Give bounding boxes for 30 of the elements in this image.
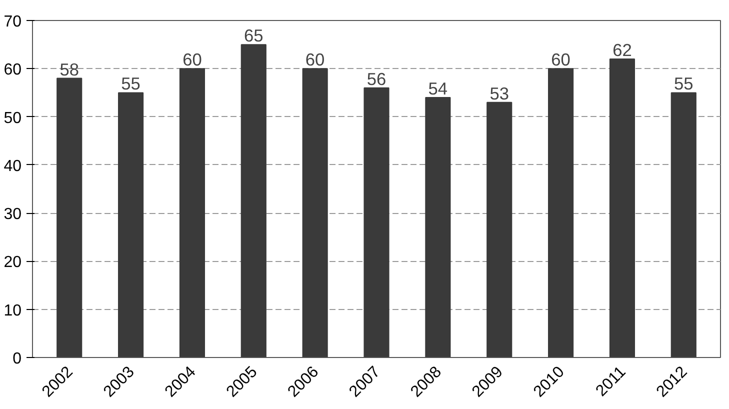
y-tick-label: 70: [4, 14, 22, 30]
data-label: 60: [182, 50, 202, 70]
bar: [548, 68, 574, 358]
bar: [609, 58, 635, 358]
y-tick-label: 60: [4, 62, 22, 79]
data-label: 55: [674, 74, 694, 94]
data-label: 54: [428, 78, 448, 99]
bar: [118, 92, 144, 358]
y-tick-label: 10: [4, 302, 22, 320]
data-label: 65: [244, 26, 264, 46]
data-label: 58: [60, 59, 79, 80]
bar: [179, 68, 205, 358]
data-label: 62: [612, 40, 632, 60]
bar: [486, 102, 512, 358]
y-tick-label: 20: [4, 254, 22, 272]
bar: [302, 68, 328, 358]
bar: [240, 44, 266, 358]
data-label: 53: [490, 83, 509, 104]
y-tick-label: 0: [12, 350, 22, 368]
data-label: 56: [366, 68, 386, 89]
data-label: 60: [305, 50, 325, 70]
bar: [670, 92, 696, 358]
data-label: 55: [121, 74, 140, 94]
y-tick-label: 50: [4, 110, 22, 127]
data-label: 60: [551, 50, 570, 70]
y-tick-label: 40: [4, 158, 22, 175]
bar: [425, 97, 451, 358]
bar: [364, 87, 390, 358]
bar: [56, 78, 82, 358]
y-tick-label: 30: [4, 206, 22, 224]
